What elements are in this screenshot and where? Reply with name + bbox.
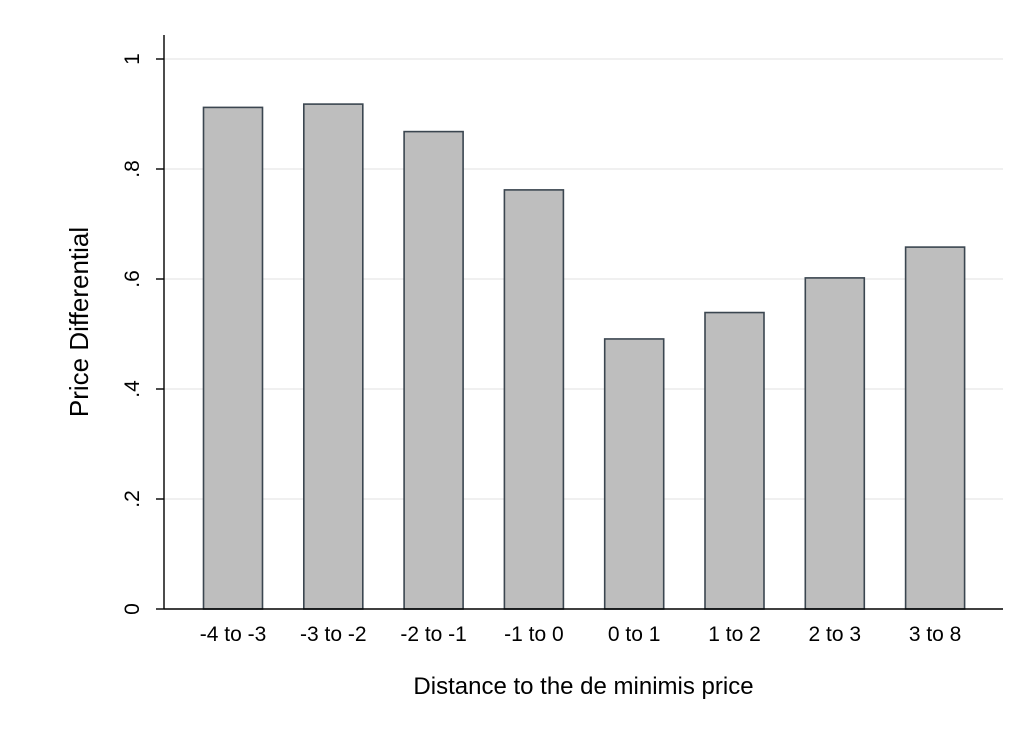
bar-3	[503, 189, 565, 610]
x-tick-label-0: -4 to -3	[200, 623, 267, 646]
axes	[156, 35, 1003, 610]
y-axis-title: Price Differential	[64, 227, 94, 417]
x-tick-label-3: -1 to 0	[504, 623, 564, 646]
bars	[202, 103, 966, 610]
y-tick-label-4: .8	[121, 160, 144, 178]
bar-5	[704, 311, 765, 610]
y-tick-label-2: .4	[121, 380, 144, 398]
x-tick-label-2: -2 to -1	[400, 623, 467, 646]
gridlines	[164, 58, 1003, 500]
y-tick-label-1: .2	[121, 490, 144, 508]
y-tick-label-0: 0	[121, 603, 144, 615]
bar-1	[302, 103, 364, 610]
x-tick-labels: -4 to -3 -3 to -2 -2 to -1 -1 to 0 0 to 1 1 t…	[200, 623, 962, 646]
x-axis-title: Distance to the de minimis price	[413, 673, 753, 700]
y-tick-label-5: 1	[121, 53, 144, 65]
bar-4	[603, 338, 665, 610]
bar-0	[202, 106, 264, 610]
y-tick-labels: 0 .2 .4 .6 .8 1	[121, 53, 144, 615]
bar-6	[804, 277, 866, 610]
x-tick-label-7: 3 to 8	[909, 623, 962, 646]
y-tick-label-3: .6	[121, 270, 144, 288]
x-tick-label-4: 0 to 1	[608, 623, 661, 646]
x-tick-label-6: 2 to 3	[809, 623, 862, 646]
x-tick-label-1: -3 to -2	[300, 623, 367, 646]
x-tick-label-5: 1 to 2	[708, 623, 761, 646]
bar-7	[904, 246, 966, 610]
bar-2	[403, 130, 464, 610]
